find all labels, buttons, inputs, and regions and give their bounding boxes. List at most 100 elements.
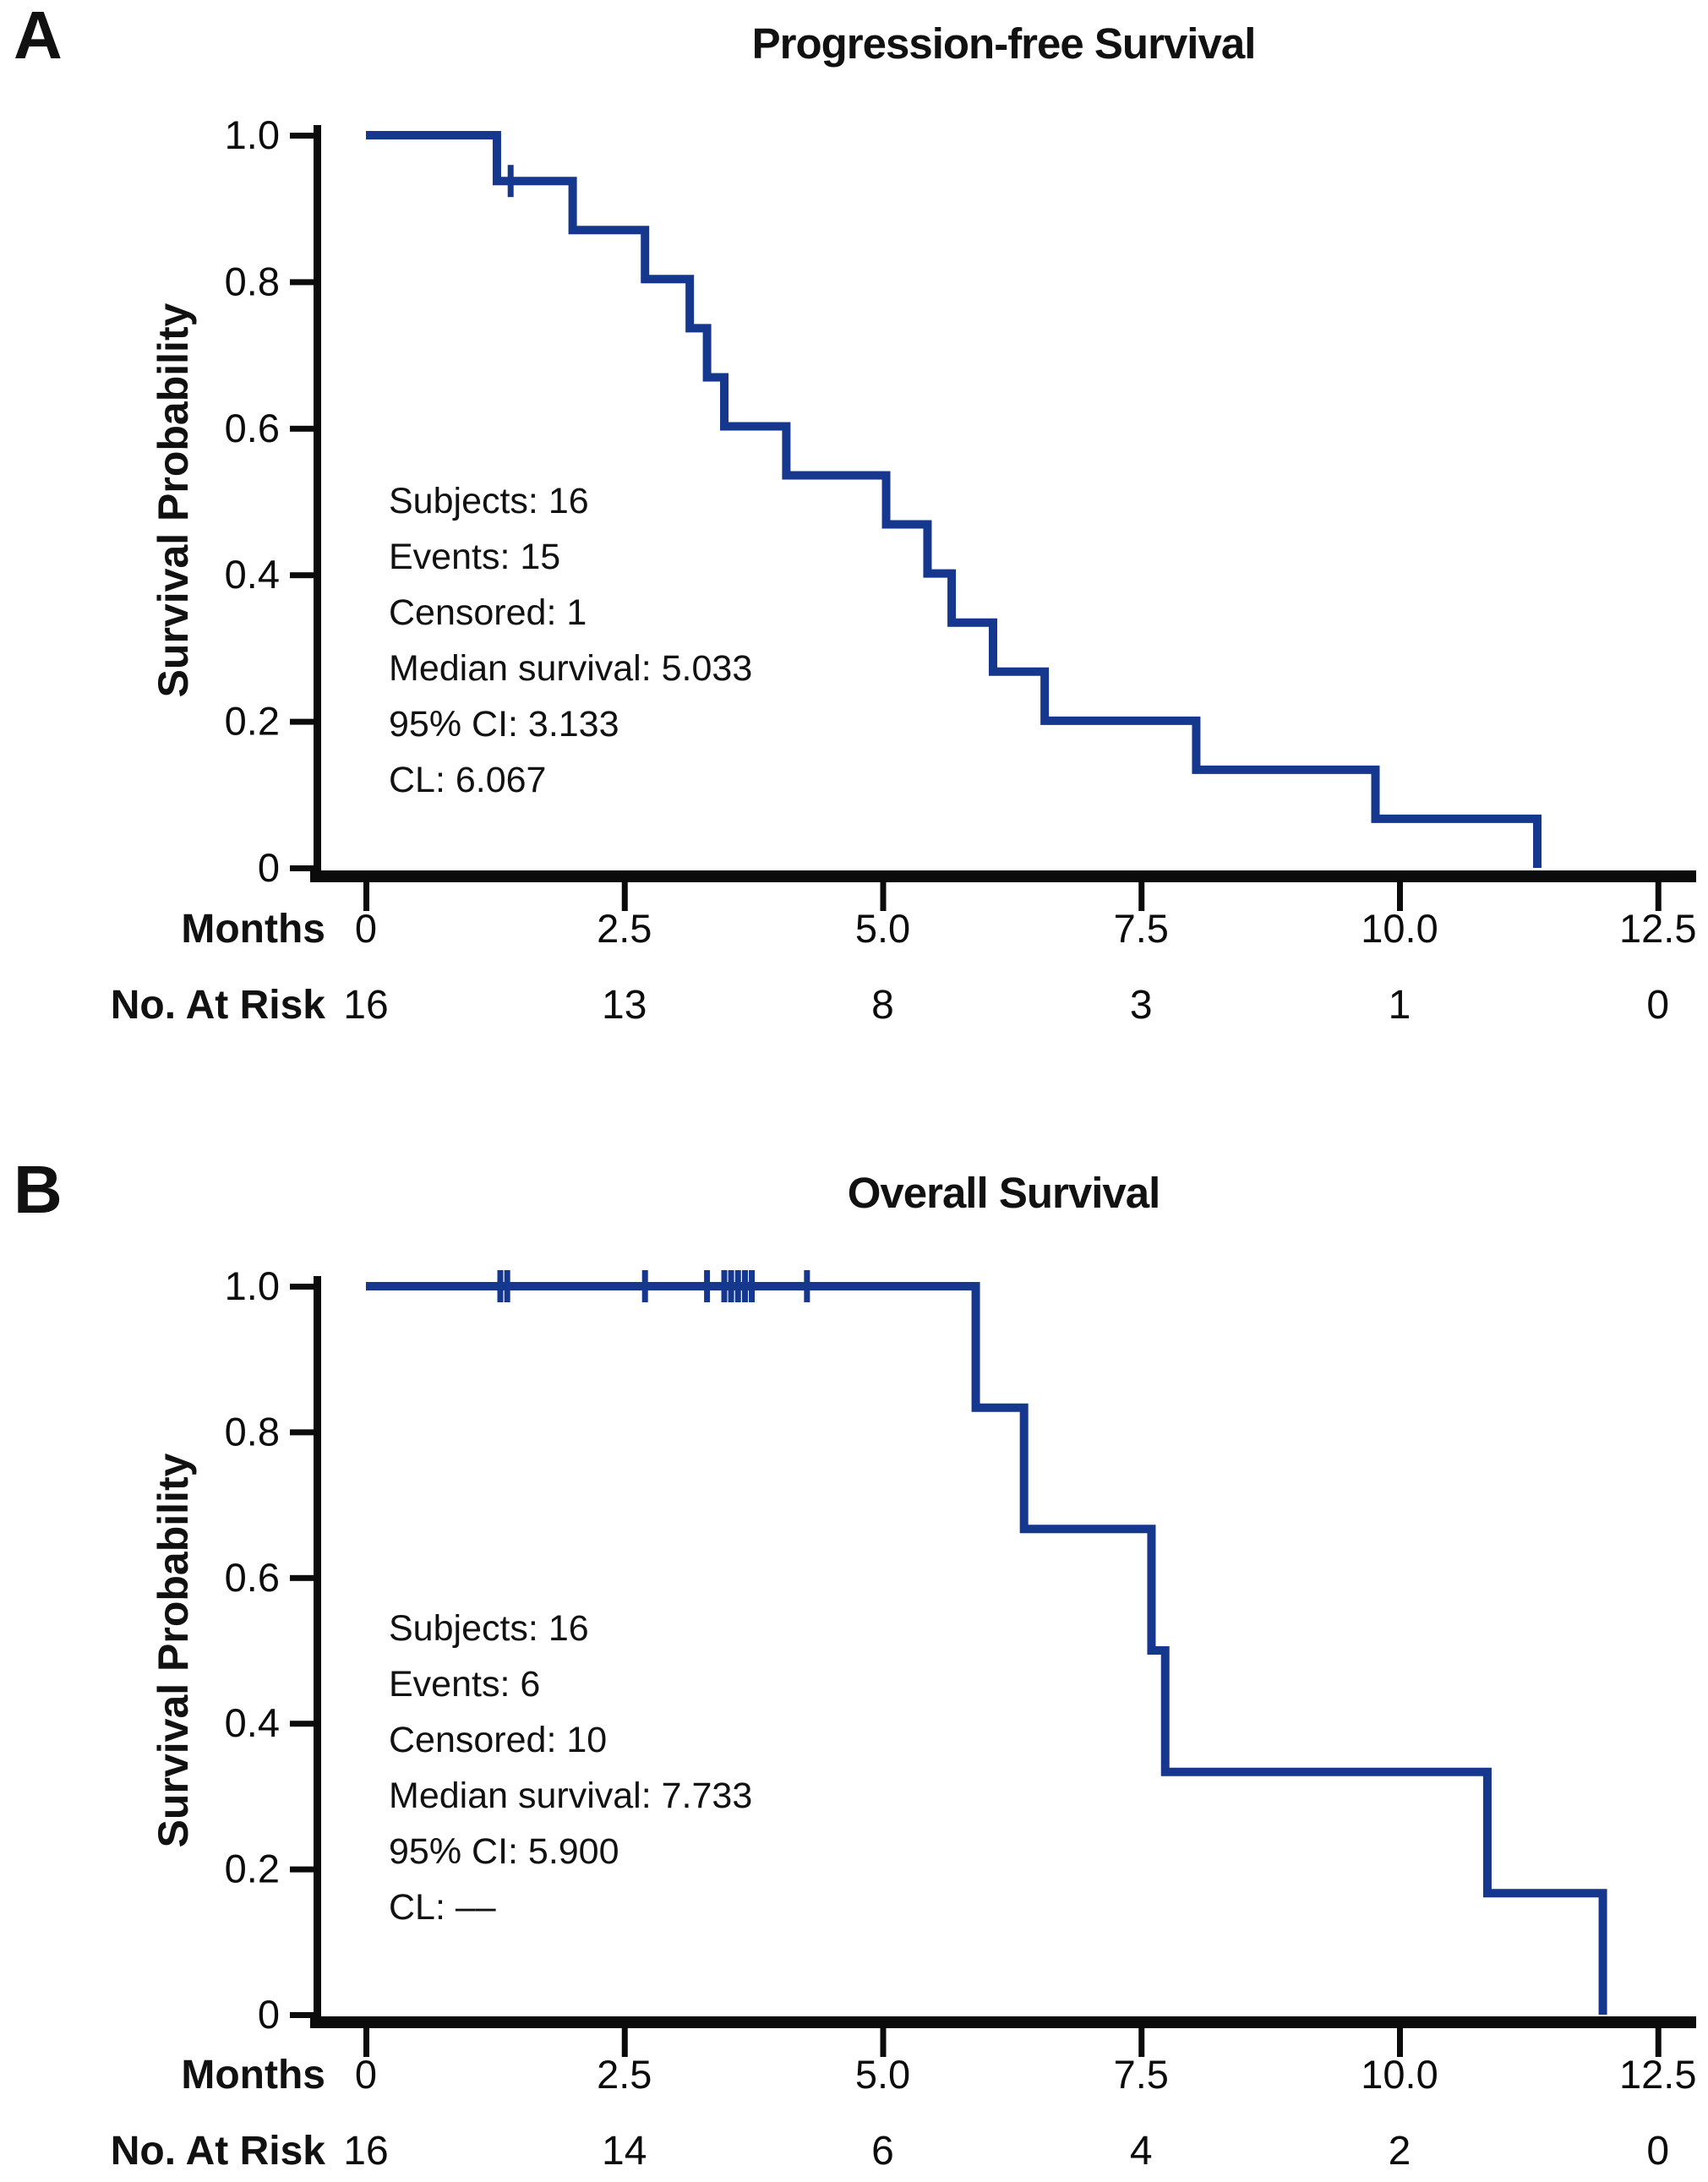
censor-tick-mark [704, 1270, 711, 1302]
panel-b-stats-annotation: Subjects: 16 Events: 6 Censored: 10 Medi… [389, 1601, 752, 1935]
x-tick-mark [1138, 2028, 1145, 2057]
x-axis-line [310, 870, 1696, 882]
at-risk-count: 14 [602, 2129, 647, 2174]
y-tick-mark [290, 572, 314, 579]
y-tick-label: 0.8 [225, 1409, 280, 1454]
y-tick-mark [290, 279, 314, 286]
y-tick-mark [290, 1574, 314, 1581]
panel-b-letter: B [14, 1152, 63, 1227]
y-tick-label: 0.4 [225, 552, 280, 597]
x-tick-label: 10.0 [1361, 2052, 1438, 2097]
panel-a-at-risk-row-label: No. At Risk [110, 983, 325, 1028]
y-tick-label: 1.0 [225, 112, 280, 157]
y-tick-mark [290, 865, 314, 871]
y-tick-label: 0 [258, 1992, 280, 2037]
y-tick-mark [290, 1866, 314, 1873]
x-tick-label: 0 [355, 906, 377, 951]
panel-a-months-row-label: Months [181, 907, 325, 952]
censor-tick-mark [728, 1270, 734, 1302]
x-tick-mark [621, 882, 628, 911]
censor-tick-mark [721, 1270, 728, 1302]
at-risk-count: 1 [1389, 983, 1411, 1028]
annotation-line: Censored: 1 [389, 592, 587, 633]
km-panel-b: 1.0 0.8 0.6 0.4 0.2 0 0 16 2.5 14 5.0 6 7.5 4 10.0 2 12.… [225, 1263, 1697, 2174]
x-tick-label: 2.5 [597, 906, 652, 951]
at-risk-count: 16 [343, 2129, 388, 2174]
censor-tick-mark [741, 1270, 748, 1302]
y-axis-line [314, 1276, 321, 2028]
x-tick-mark [1655, 2028, 1662, 2057]
panel-b-at-risk-row-label: No. At Risk [110, 2129, 325, 2174]
x-tick-mark [880, 2028, 887, 2057]
y-axis-line [314, 125, 321, 882]
at-risk-count: 4 [1130, 2129, 1153, 2174]
panel-a-letter: A [14, 0, 63, 73]
panel-b-title: Overall Survival [847, 1169, 1161, 1217]
y-tick-mark [290, 1284, 314, 1290]
censor-tick-mark [641, 1270, 648, 1302]
at-risk-count: 0 [1646, 983, 1669, 1028]
at-risk-count: 0 [1646, 2129, 1669, 2174]
x-tick-label: 10.0 [1361, 906, 1438, 951]
y-tick-mark [290, 1721, 314, 1727]
y-tick-label: 0.2 [225, 699, 280, 744]
km-panel-a: 1.0 0.8 0.6 0.4 0.2 0 0 16 2.5 13 5.0 8 7.5 3 10.0 1 12.… [225, 112, 1697, 1028]
x-tick-label: 2.5 [597, 2052, 652, 2097]
y-tick-label: 0.2 [225, 1847, 280, 1891]
x-tick-label: 12.5 [1619, 906, 1696, 951]
x-tick-label: 12.5 [1619, 2052, 1696, 2097]
annotation-line: CL: 6.067 [389, 760, 547, 800]
y-tick-mark [290, 2012, 314, 2018]
annotation-line: Censored: 10 [389, 1720, 608, 1760]
x-tick-label: 7.5 [1114, 906, 1169, 951]
at-risk-count: 3 [1130, 983, 1153, 1028]
censor-tick-mark [497, 1270, 504, 1302]
censor-tick-mark [734, 1270, 741, 1302]
panel-b-y-axis-label: Survival Probability [150, 1453, 197, 1848]
at-risk-count: 2 [1389, 2129, 1411, 2174]
x-tick-mark [1397, 2028, 1403, 2057]
y-tick-label: 1.0 [225, 1263, 280, 1308]
y-tick-label: 0.8 [225, 259, 280, 303]
censor-tick-mark [749, 1270, 756, 1302]
y-tick-mark [290, 425, 314, 432]
censor-tick-mark [504, 1270, 510, 1302]
y-tick-mark [290, 1429, 314, 1436]
annotation-line: Median survival: 5.033 [389, 648, 753, 689]
x-axis-line [310, 2016, 1696, 2028]
x-tick-label: 7.5 [1114, 2052, 1169, 2097]
x-tick-mark [1397, 882, 1403, 911]
censor-tick-mark [804, 1270, 810, 1302]
x-tick-mark [880, 882, 887, 911]
y-tick-mark [290, 718, 314, 725]
at-risk-count: 6 [871, 2129, 894, 2174]
survival-step-curve [366, 1282, 1607, 2015]
panel-b-months-row-label: Months [181, 2053, 325, 2097]
panel-a-stats-annotation: Subjects: 16 Events: 15 Censored: 1 Medi… [389, 473, 752, 808]
panel-a-title: Progression-free Survival [751, 19, 1257, 68]
annotation-line: Events: 6 [389, 1664, 541, 1705]
annotation-line: Subjects: 16 [389, 1608, 589, 1649]
annotation-line: Median survival: 7.733 [389, 1776, 753, 1816]
y-tick-label: 0.6 [225, 406, 280, 450]
y-tick-mark [290, 133, 314, 139]
annotation-line: CL: –– [389, 1887, 496, 1928]
x-tick-mark [1138, 882, 1145, 911]
at-risk-count: 16 [343, 983, 388, 1028]
annotation-line: 95% CI: 3.133 [389, 704, 619, 745]
x-tick-label: 5.0 [855, 2052, 910, 2097]
annotation-line: Events: 15 [389, 537, 561, 577]
y-tick-label: 0.4 [225, 1700, 280, 1745]
annotation-line: Subjects: 16 [389, 481, 589, 521]
x-tick-label: 0 [355, 2052, 377, 2097]
panel-a-y-axis-label: Survival Probability [150, 303, 197, 698]
y-tick-label: 0.6 [225, 1555, 280, 1600]
censor-tick-mark [507, 165, 514, 198]
x-tick-mark [621, 2028, 628, 2057]
at-risk-count: 8 [871, 983, 894, 1028]
x-tick-label: 5.0 [855, 906, 910, 951]
survival-step-curve [366, 131, 1542, 868]
y-tick-label: 0 [258, 845, 280, 890]
annotation-line: 95% CI: 5.900 [389, 1831, 619, 1872]
